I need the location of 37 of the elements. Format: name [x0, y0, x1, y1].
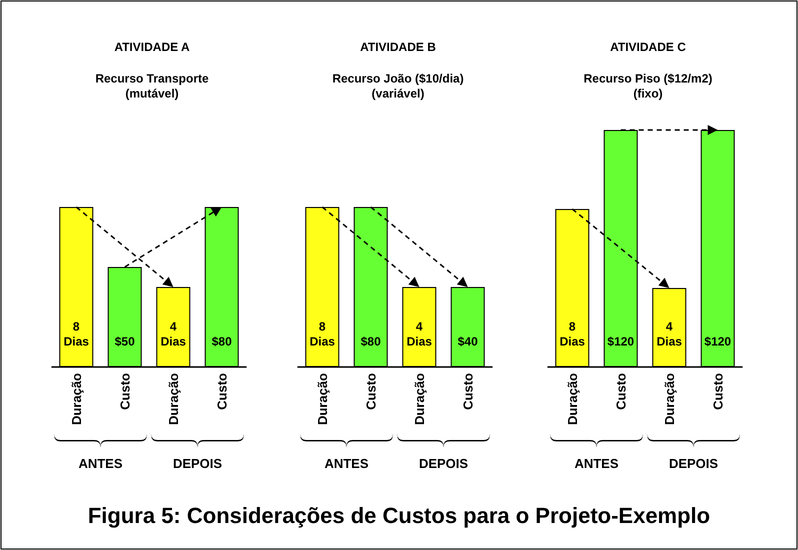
data-label: $120: [607, 334, 634, 348]
category-label: Custo: [613, 373, 628, 410]
category-label: Custo: [214, 373, 230, 410]
text: Figura 5: Considerações de Custos para o Projeto-Exemplo: [86, 503, 712, 529]
text: DEPOIS: [668, 456, 718, 471]
data-label: $120: [704, 334, 732, 348]
chart-subtitle: Recurso Transporte (mutável): [95, 72, 210, 100]
text: DEPOIS: [418, 456, 468, 471]
chart-title: ATIVIDADE A: [114, 40, 190, 54]
data-label: 4 Dias: [160, 320, 186, 348]
data-label: $80: [360, 334, 382, 348]
text: ANTES: [324, 456, 369, 471]
data-label: 8 Dias: [560, 320, 586, 348]
data-label: $80: [212, 334, 232, 348]
category-label: Duração: [68, 373, 84, 426]
category-label: Duração: [412, 373, 427, 426]
data-label: $50: [114, 334, 136, 348]
chart-title: ATIVIDADE B: [360, 40, 436, 54]
chart-subtitle: Recurso João ($10/dia) (variável): [332, 72, 464, 100]
text: DEPOIS: [172, 456, 222, 471]
data-label: 8 Dias: [310, 320, 336, 348]
category-label: Custo: [460, 373, 476, 410]
chart-title: ATIVIDADE C: [610, 40, 686, 54]
text: ANTES: [574, 456, 619, 471]
category-label: Duração: [564, 373, 580, 426]
category-label: Custo: [117, 373, 132, 410]
data-label: 4 Dias: [656, 320, 682, 348]
text: ANTES: [78, 456, 123, 471]
data-label: $40: [458, 334, 478, 348]
data-label: 8 Dias: [64, 320, 90, 348]
category-label: Custo: [363, 373, 378, 410]
category-label: Duração: [662, 373, 677, 426]
category-label: Duração: [314, 373, 330, 426]
category-label: Duração: [166, 373, 181, 426]
category-label: Custo: [710, 373, 726, 410]
data-label: 4 Dias: [406, 320, 432, 348]
chart-subtitle: Recurso Piso ($12/m2) (fixo): [584, 72, 712, 100]
